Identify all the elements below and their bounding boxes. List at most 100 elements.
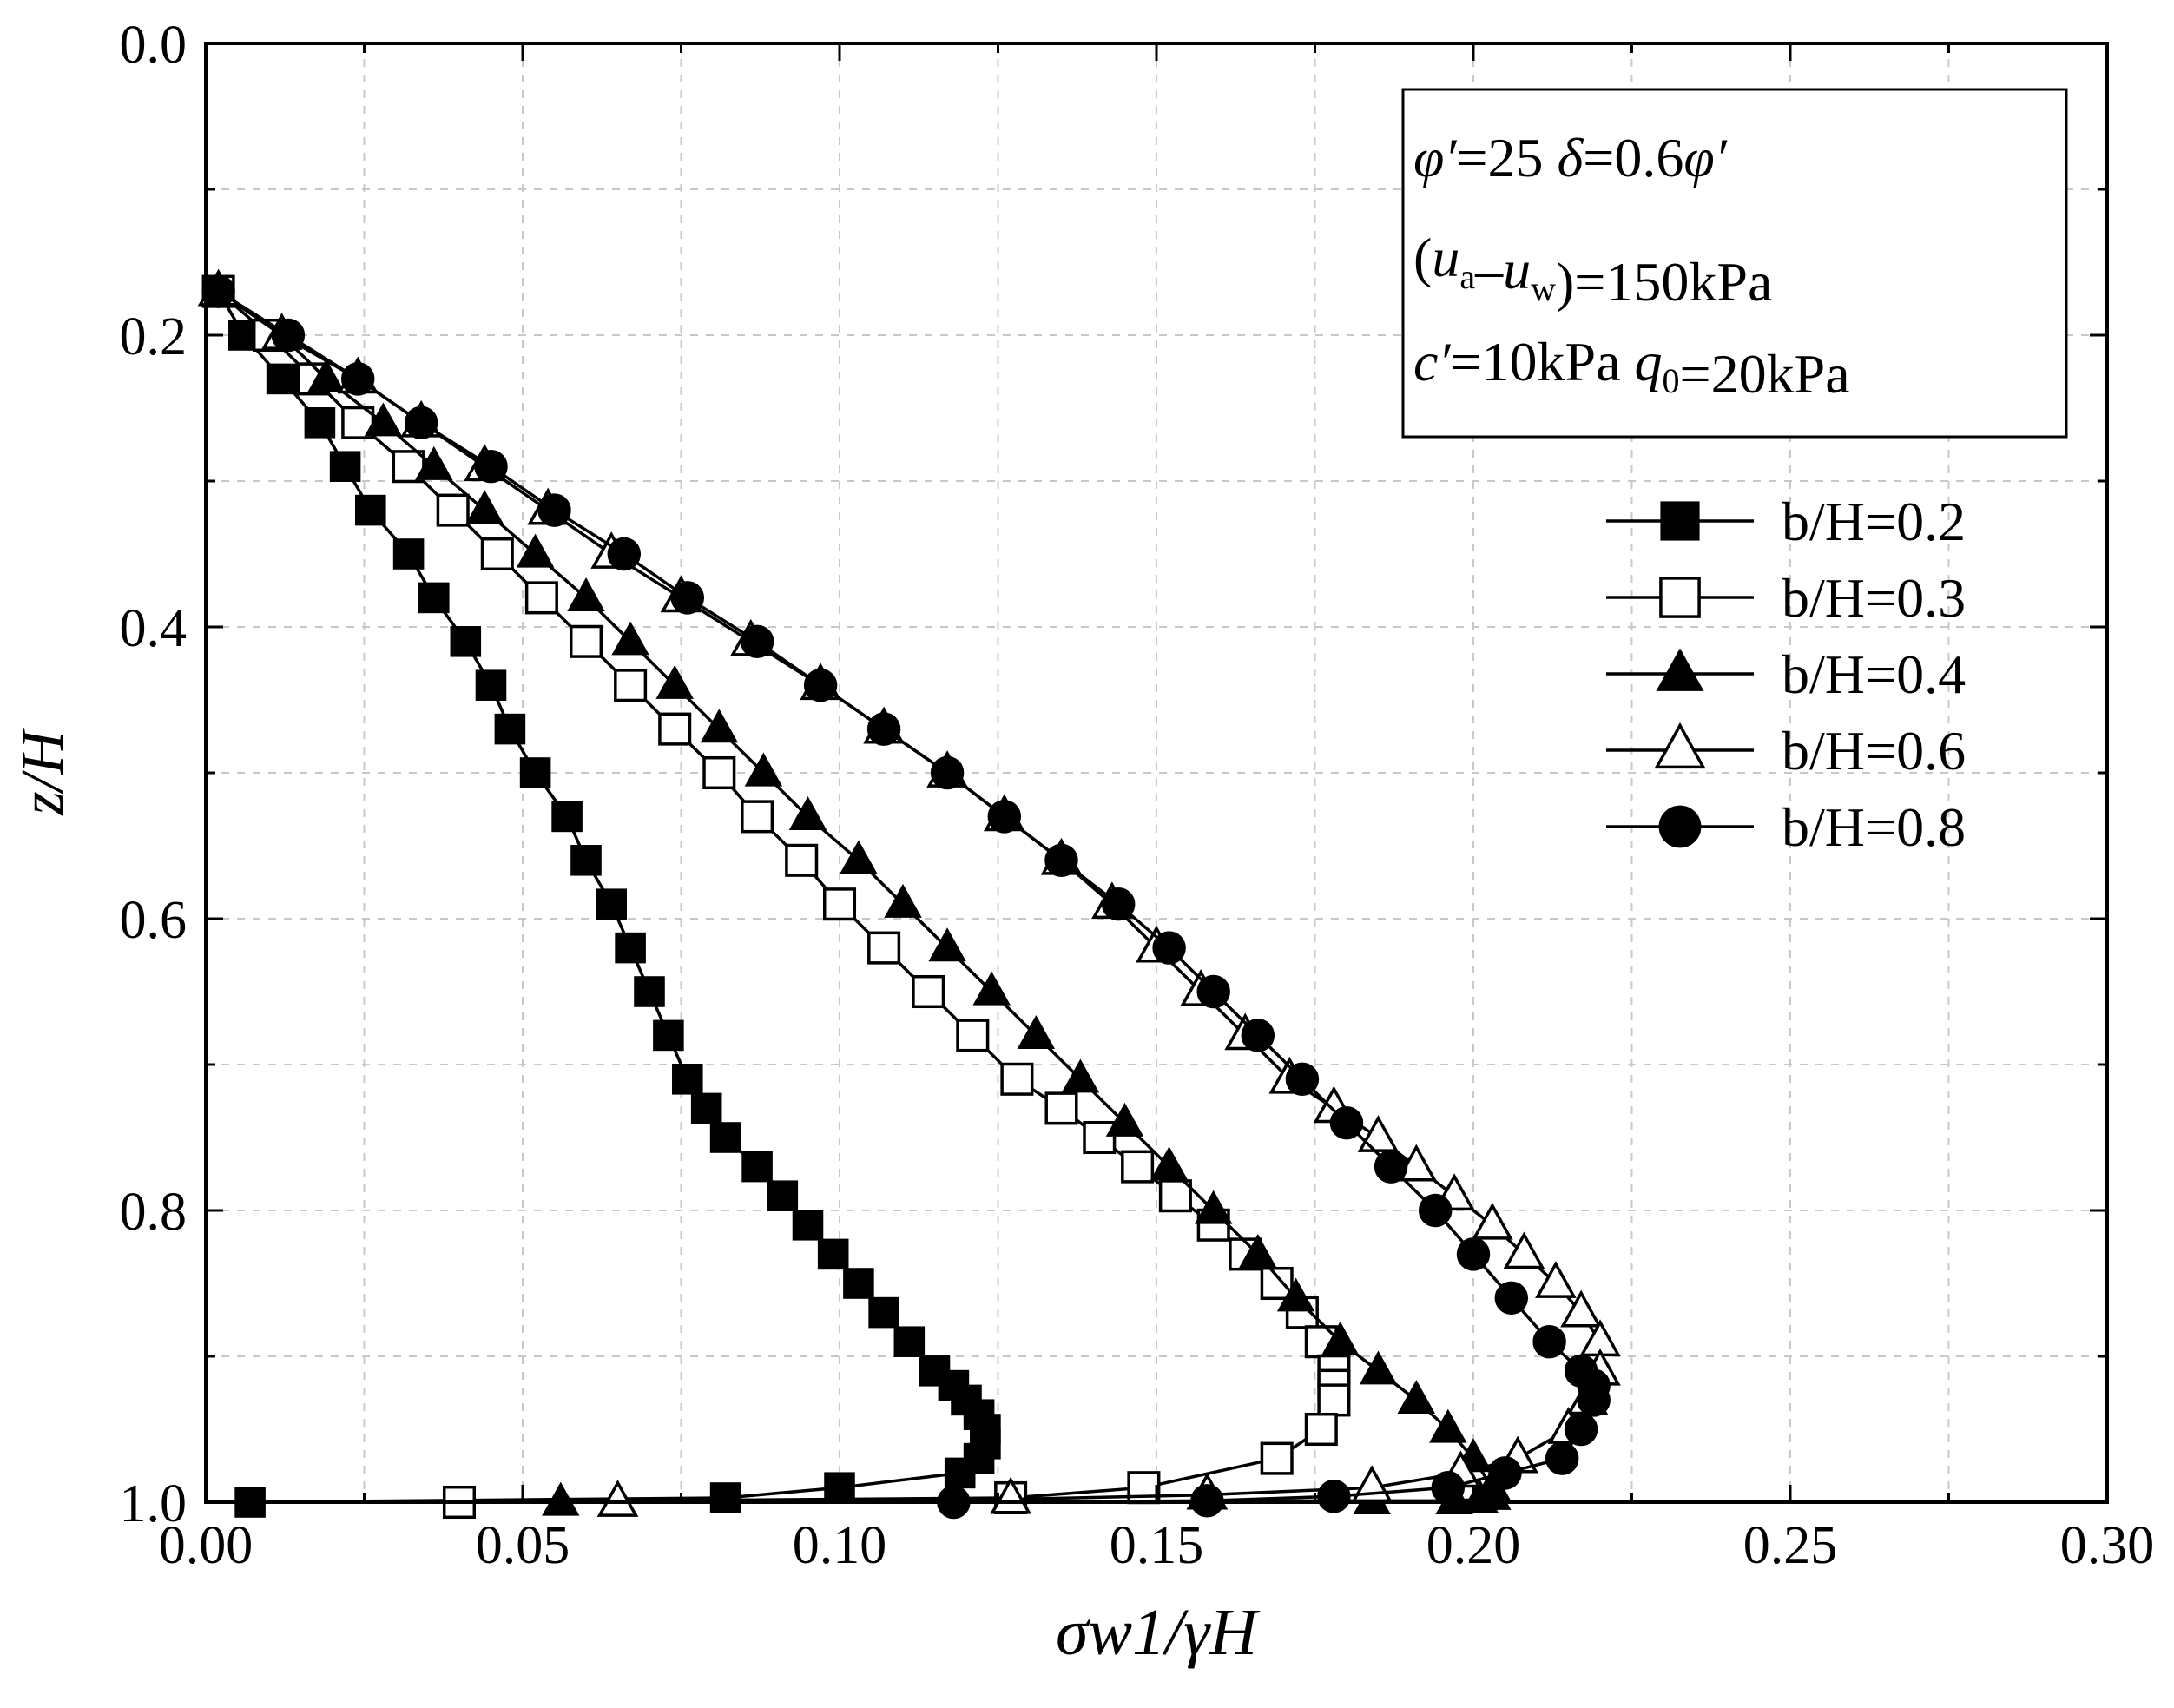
data-point: [1545, 1441, 1579, 1475]
data-point: [867, 931, 901, 965]
legend-label: b/H=0.6: [1782, 720, 1966, 781]
data-point: [1121, 1150, 1155, 1184]
y-tick-label: 0.4: [120, 599, 188, 658]
annotation-segment: δ: [1558, 127, 1584, 188]
data-point: [1460, 1479, 1499, 1513]
data-point: [494, 713, 526, 745]
data-point: [1659, 577, 1701, 618]
annotation-segment: –: [1474, 239, 1504, 300]
data-point: [1472, 1202, 1513, 1240]
data-point: [788, 796, 827, 831]
data-point: [1488, 1456, 1522, 1490]
data-point: [912, 974, 945, 1009]
data-point: [1241, 1019, 1275, 1052]
data-point: [266, 363, 298, 395]
data-point: [1061, 1058, 1100, 1093]
data-point: [364, 402, 403, 437]
data-point: [392, 450, 425, 484]
data-point: [1044, 843, 1078, 878]
data-point: [1535, 1261, 1577, 1298]
data-point: [519, 757, 551, 788]
data-point: [956, 1019, 990, 1052]
data-point: [1152, 931, 1186, 965]
legend-item: b/H=0.3: [1606, 567, 1966, 629]
data-point: [767, 1180, 799, 1211]
x-tick-label: 0.00: [159, 1516, 254, 1575]
annotation-segment: φ′: [1683, 127, 1727, 188]
data-point: [329, 451, 361, 482]
data-point: [1158, 1179, 1192, 1213]
data-point: [1260, 1441, 1294, 1475]
data-point: [392, 538, 425, 570]
legend-label: b/H=0.4: [1782, 643, 1966, 705]
data-point: [884, 883, 922, 918]
annotation-segment: =25: [1456, 127, 1557, 188]
data-point: [404, 406, 438, 440]
data-point: [1101, 887, 1136, 921]
data-point: [475, 669, 507, 701]
annotation-segment: u: [1503, 239, 1531, 300]
data-point: [542, 1481, 580, 1516]
data-point: [1658, 805, 1702, 848]
data-point: [436, 493, 470, 527]
data-point: [415, 445, 453, 480]
legend-item: b/H=0.4: [1606, 643, 1966, 705]
data-point: [990, 1476, 1031, 1514]
data-point: [840, 840, 878, 874]
data-point: [709, 1482, 741, 1513]
data-point: [306, 359, 346, 393]
data-point: [1359, 1350, 1398, 1385]
data-point: [474, 449, 508, 484]
data-point: [304, 407, 336, 439]
legend-item: b/H=0.2: [1606, 491, 1966, 552]
data-point: [655, 664, 694, 699]
data-point: [670, 581, 705, 615]
annotation-segment: =10kPa: [1450, 331, 1634, 392]
data-point: [1418, 1193, 1453, 1228]
series-layer: [197, 268, 1621, 1520]
y-tick-label: 1.0: [120, 1474, 188, 1533]
data-point: [596, 888, 627, 920]
data-point: [930, 755, 965, 790]
data-point: [843, 1268, 874, 1299]
data-point: [569, 624, 603, 658]
data-point: [1429, 1408, 1467, 1443]
y-tick-label: 0.6: [120, 891, 188, 950]
data-point: [866, 712, 901, 746]
data-point: [817, 1238, 849, 1270]
data-point: [972, 971, 1011, 1006]
data-point: [672, 1064, 703, 1095]
y-tick-label: 0.8: [120, 1183, 188, 1242]
data-point: [944, 1457, 976, 1489]
data-point: [1660, 501, 1700, 541]
y-tick-label: 0.2: [120, 307, 188, 366]
data-point: [611, 621, 649, 656]
data-point: [1260, 1266, 1294, 1301]
data-point: [1105, 1102, 1144, 1137]
data-point: [741, 800, 774, 834]
data-point: [700, 709, 739, 743]
data-point: [1560, 1289, 1602, 1328]
data-point: [615, 932, 646, 964]
axis-ticks: [204, 42, 2109, 1504]
data-point: [1656, 648, 1704, 691]
data-point: [702, 755, 736, 790]
legend-label: b/H=0.3: [1782, 567, 1966, 629]
data-point: [201, 274, 235, 308]
data-point: [1196, 974, 1230, 1009]
x-tick-label: 0.30: [2060, 1516, 2155, 1575]
data-point: [658, 712, 692, 746]
annotation-segment: =20kPa: [1680, 343, 1850, 405]
data-point: [1194, 1190, 1233, 1224]
data-point: [537, 493, 571, 527]
annotation-line: (ua–uw)=150kPa: [1413, 227, 1772, 313]
annotation-segment: w: [1531, 269, 1556, 308]
data-point: [1317, 1480, 1351, 1513]
data-point: [1044, 1091, 1078, 1125]
annotation-line: c′=10kPa q0=20kPa: [1413, 331, 1850, 405]
y-tick-label: 0.0: [120, 16, 188, 75]
annotation-segment: )=150kPa: [1556, 251, 1772, 313]
data-point: [450, 626, 482, 657]
